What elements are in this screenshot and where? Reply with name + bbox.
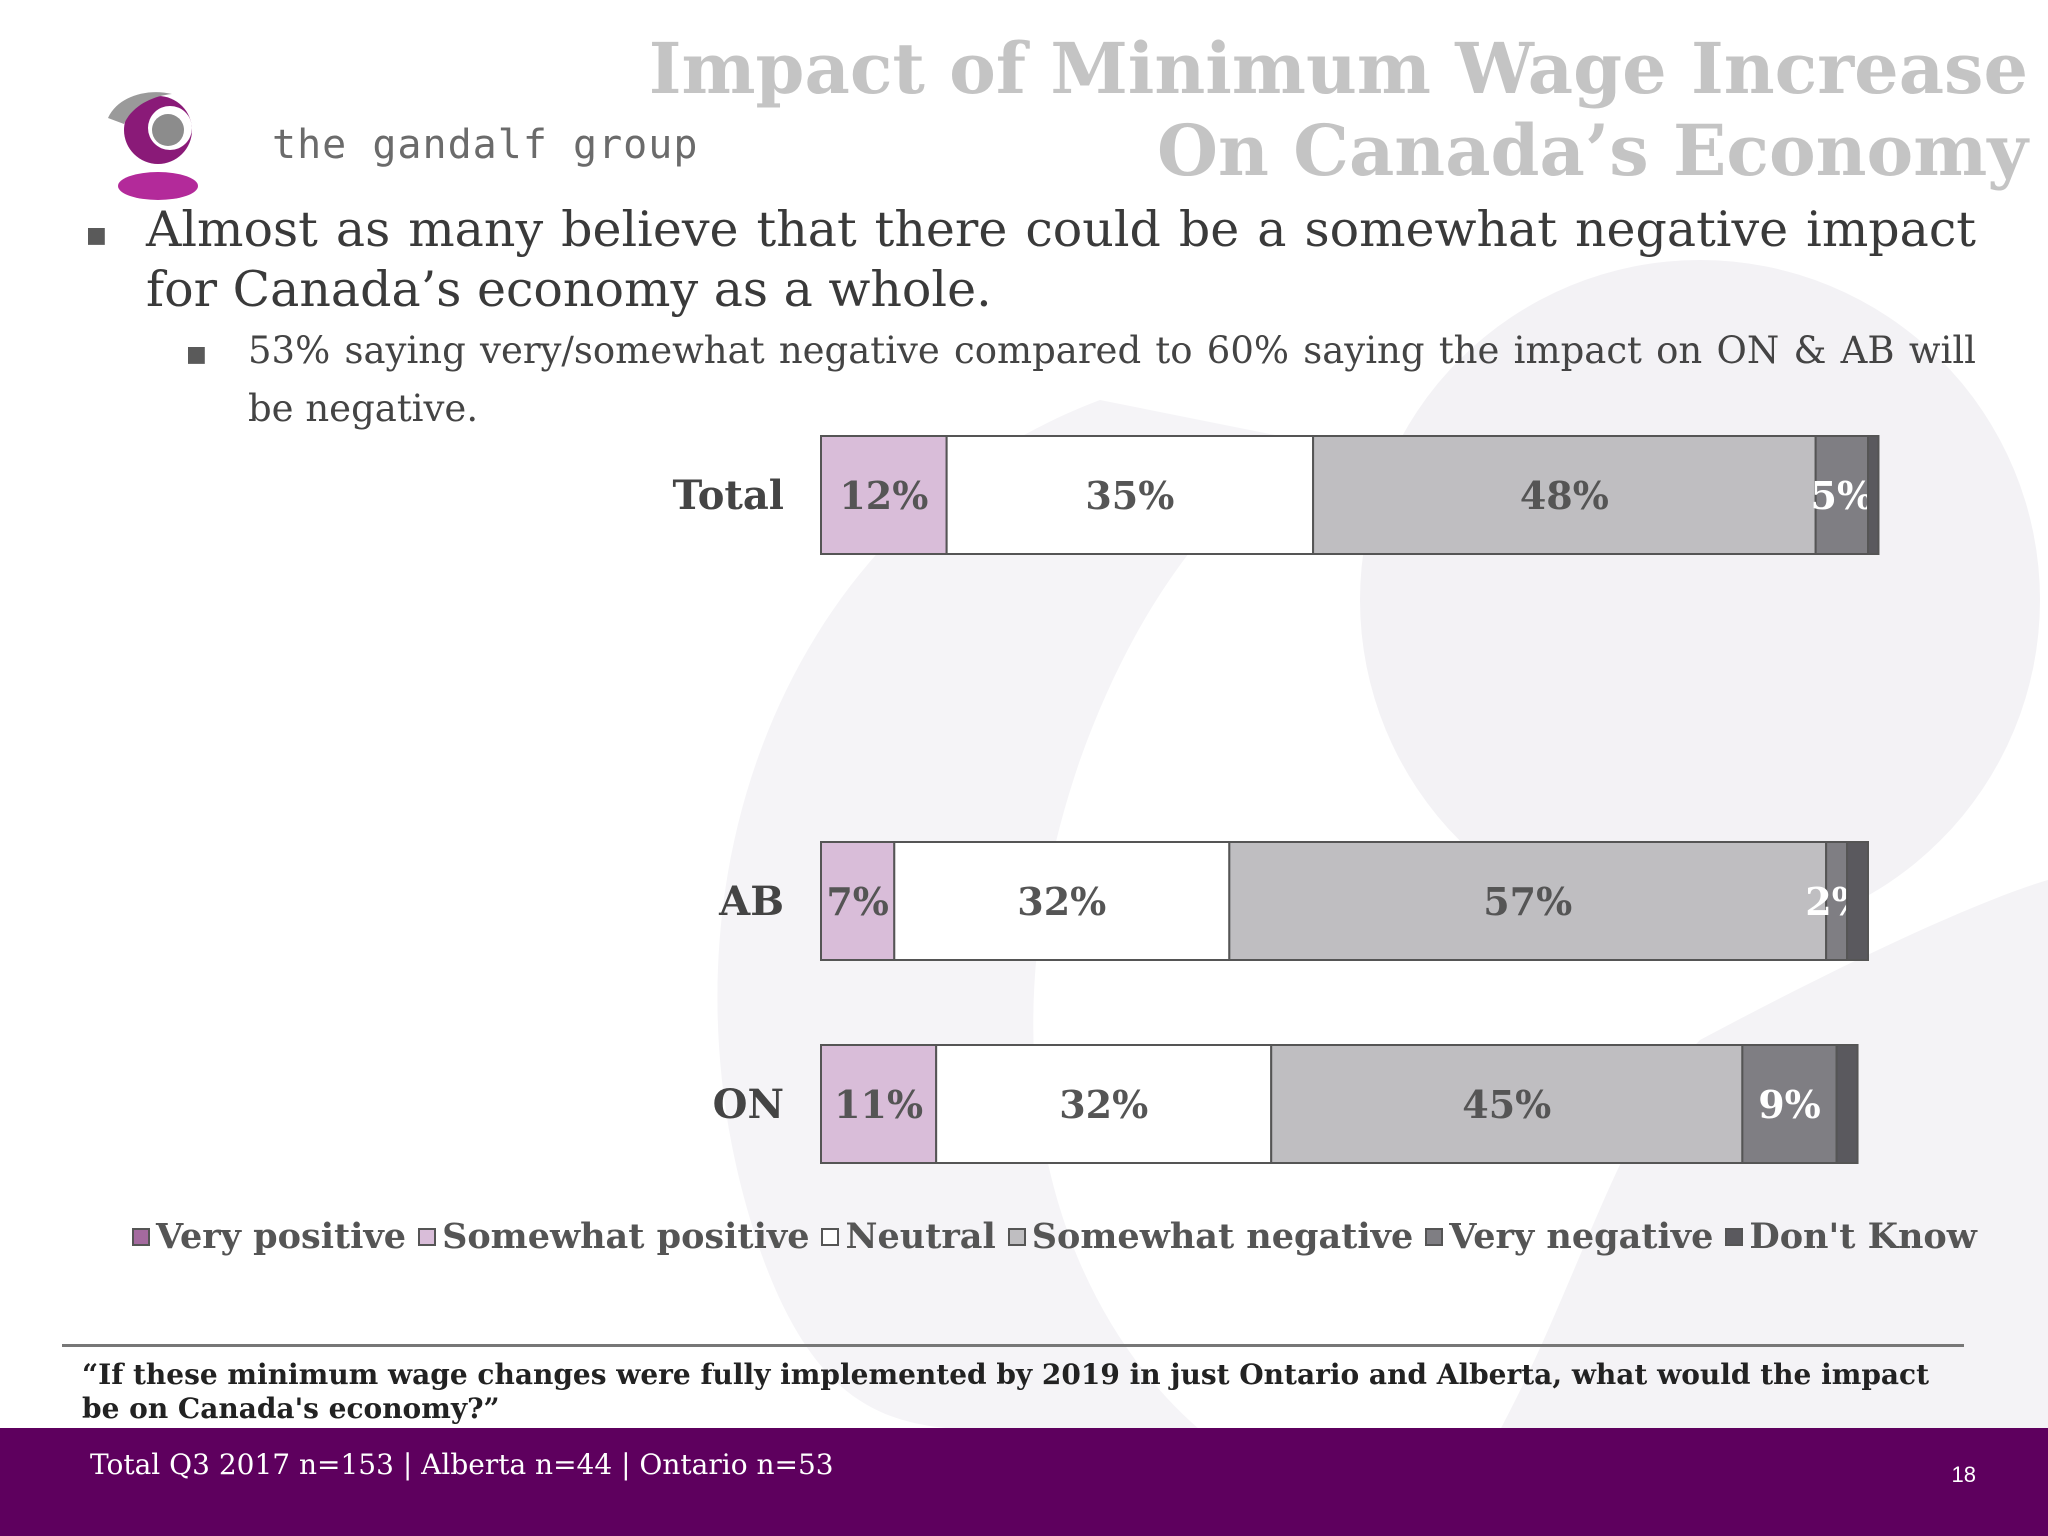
square-bullet-icon: ■: [186, 342, 207, 367]
legend-swatch-somewhat-positive: [418, 1227, 437, 1246]
legend-item-somewhat-positive: Somewhat positive: [418, 1216, 809, 1257]
title-line-2: On Canada’s Economy: [1156, 109, 2028, 192]
bullet-2: ■ 53% saying very/somewhat negative comp…: [186, 322, 1976, 438]
page-number: 18: [1951, 1462, 1976, 1487]
bar-segment-ab-somewhat-negative: [1228, 841, 1828, 961]
data-label-total-neutral: 35%: [1085, 473, 1174, 518]
survey-question: “If these minimum wage changes were full…: [82, 1358, 1930, 1425]
bullet-2-text: 53% saying very/somewhat negative compar…: [248, 329, 1976, 430]
bar-segment-total-somewhat-negative: [1312, 435, 1817, 555]
legend-swatch-neutral: [821, 1227, 840, 1246]
legend-item-somewhat-negative: Somewhat negative: [1007, 1216, 1414, 1257]
divider-line: [62, 1344, 1964, 1347]
page-title: Impact of Minimum Wage Increase On Canad…: [649, 28, 2028, 192]
square-bullet-icon: ■: [86, 223, 107, 248]
legend-label-very-positive: Very positive: [156, 1216, 407, 1257]
legend-swatch-somewhat-negative: [1007, 1227, 1026, 1246]
bar-segment-total-somewhat-positive: [820, 435, 948, 555]
bar-segment-on-neutral: [935, 1044, 1273, 1164]
gandalf-logo: [98, 92, 198, 200]
data-label-total-somewhat-negative: 48%: [1520, 473, 1609, 518]
bar-segment-ab-don-t-know: [1846, 841, 1870, 961]
data-label-on-somewhat-positive: 11%: [834, 1082, 923, 1127]
category-label-ab: AB: [718, 878, 784, 925]
bar-segment-on-don-t-know: [1835, 1044, 1859, 1164]
data-label-on-very-negative: 9%: [1758, 1082, 1821, 1127]
data-label-on-neutral: 32%: [1059, 1082, 1148, 1127]
legend-swatch-don-t-know: [1725, 1227, 1744, 1246]
bullet-1-text: Almost as many believe that there could …: [146, 201, 1976, 318]
legend-swatch-very-negative: [1425, 1227, 1444, 1246]
legend-label-don-t-know: Don't Know: [1749, 1216, 1977, 1257]
footer-bar: [0, 1428, 2048, 1536]
legend-item-very-positive: Very positive: [132, 1216, 406, 1257]
data-label-total-very-negative: 5%: [1811, 473, 1874, 518]
bullet-1: ■ Almost as many believe that there coul…: [86, 200, 1976, 320]
logo-wordmark: the gandalf group: [272, 122, 699, 168]
category-label-total: Total: [673, 472, 784, 519]
legend-label-somewhat-negative: Somewhat negative: [1031, 1216, 1414, 1257]
legend-label-somewhat-positive: Somewhat positive: [442, 1216, 810, 1257]
title-line-1: Impact of Minimum Wage Increase: [648, 27, 2028, 110]
bar-segment-ab-somewhat-positive: [820, 841, 896, 961]
bar-segment-ab-neutral: [893, 841, 1231, 961]
data-label-ab-neutral: 32%: [1017, 879, 1106, 924]
bar-segment-total-don-t-know: [1867, 435, 1880, 555]
legend-label-very-negative: Very negative: [1449, 1216, 1714, 1257]
legend-label-neutral: Neutral: [845, 1216, 996, 1257]
chart-legend: Very positive Somewhat positive Neutral Som…: [132, 1216, 1989, 1257]
legend-swatch-very-positive: [132, 1227, 150, 1246]
data-label-total-somewhat-positive: 12%: [839, 473, 928, 518]
legend-item-very-negative: Very negative: [1425, 1216, 1713, 1257]
bar-segment-on-somewhat-negative: [1270, 1044, 1744, 1164]
data-label-on-somewhat-negative: 45%: [1462, 1082, 1551, 1127]
bar-segment-on-very-negative: [1741, 1044, 1838, 1164]
legend-item-don-t-know: Don't Know: [1725, 1216, 1977, 1257]
sample-size-note: Total Q3 2017 n=153 | Alberta n=44 | Ont…: [90, 1448, 834, 1481]
data-label-ab-somewhat-positive: 7%: [826, 879, 889, 924]
data-label-ab-somewhat-negative: 57%: [1483, 879, 1572, 924]
category-label-on: ON: [713, 1081, 784, 1128]
legend-item-neutral: Neutral: [821, 1216, 996, 1257]
